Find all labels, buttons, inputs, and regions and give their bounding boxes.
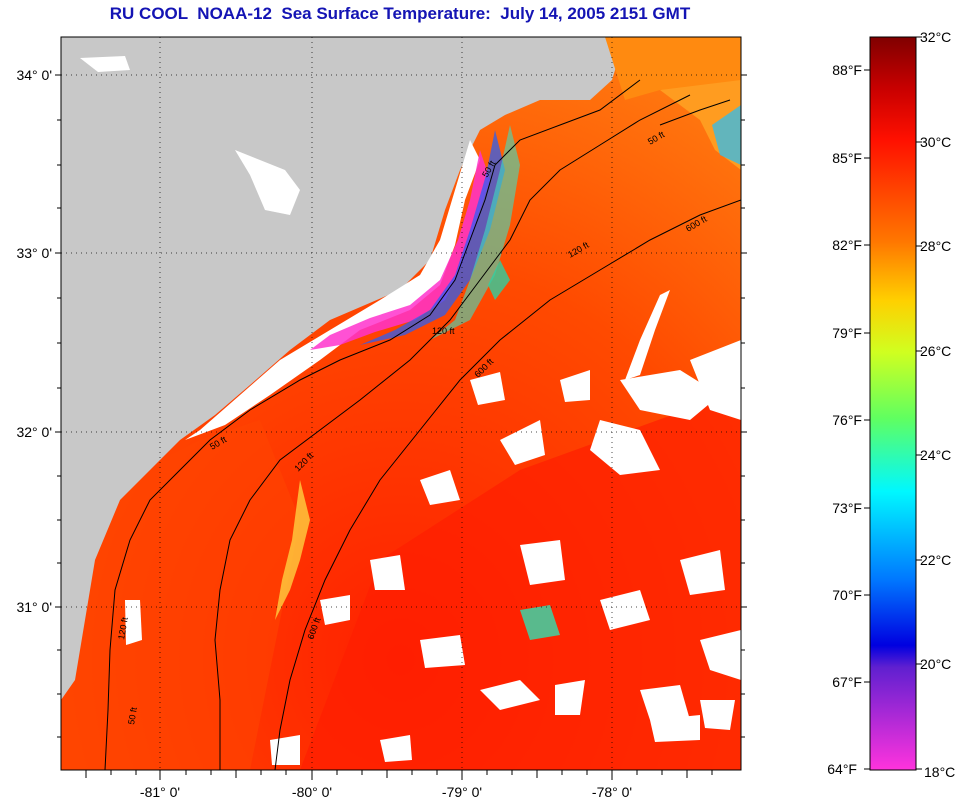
cb-c-label: 20°C	[920, 656, 951, 672]
lon-label: -78° 0'	[592, 784, 632, 800]
cb-c-label: 24°C	[920, 447, 951, 463]
cb-f-label: 79°F	[832, 325, 862, 341]
lon-label: -79° 0'	[442, 784, 482, 800]
warm-core	[300, 390, 741, 770]
cb-f-label: 76°F	[832, 412, 862, 428]
cb-f-label: 88°F	[832, 62, 862, 78]
upwelling-cyan	[430, 125, 520, 340]
lat-label: 32° 0'	[16, 424, 52, 440]
cb-f-label: 85°F	[832, 150, 862, 166]
no-data-patch	[80, 56, 130, 72]
cb-f-label: 73°F	[832, 500, 862, 516]
colorbar-fahrenheit-labels: 88°F 85°F 82°F 79°F 76°F 73°F 70°F 67°F …	[827, 62, 862, 777]
cb-c-label: 26°C	[920, 343, 951, 359]
axis-ticks	[55, 74, 747, 780]
shelf-water	[61, 420, 300, 770]
cb-f-label: 70°F	[832, 587, 862, 603]
isobath-600ft	[274, 199, 741, 770]
no-data-patch	[235, 150, 300, 215]
map-title: RU COOL NOAA-12 Sea Surface Temperature:…	[109, 4, 691, 23]
contour-label: 120 ft	[116, 616, 130, 640]
longitude-labels: -81° 0' -80° 0' -79° 0' -78° 0'	[140, 784, 632, 800]
latitude-labels: 34° 0' 33° 0' 32° 0' 31° 0'	[16, 67, 52, 615]
cloud-patches	[125, 340, 741, 765]
isobaths	[104, 79, 741, 770]
cb-f-label: 64°F	[827, 761, 857, 777]
lat-label: 34° 0'	[16, 67, 52, 83]
cool-eddy	[520, 605, 560, 640]
lon-label: -81° 0'	[140, 784, 180, 800]
contour-label: 120 ft	[432, 326, 455, 336]
cool-eddy	[488, 260, 510, 300]
coastal-cloud	[185, 140, 480, 440]
cb-f-label: 82°F	[832, 237, 862, 253]
upwelling-blue	[360, 130, 505, 345]
lat-label: 33° 0'	[16, 245, 52, 261]
isobath-extra	[659, 99, 731, 126]
cb-c-label: 22°C	[920, 552, 951, 568]
contour-label: 50 ft	[126, 706, 139, 725]
land-mass	[61, 37, 625, 700]
map-plot: 50 ft 120 ft 600 ft 50 ft 120 ft 600 ft …	[61, 37, 741, 770]
cb-c-label: 28°C	[920, 238, 951, 254]
colorbar	[869, 36, 917, 771]
colorbar-celsius-labels: 32°C 30°C 28°C 26°C 24°C 22°C 20°C 18°C	[920, 29, 955, 780]
ne-water	[605, 37, 741, 100]
lon-label: -80° 0'	[292, 784, 332, 800]
cb-f-label: 67°F	[832, 674, 862, 690]
cool-filament	[275, 480, 310, 620]
ne-cold-patch	[712, 105, 741, 165]
isobath-50ft	[104, 79, 641, 770]
lat-label: 31° 0'	[16, 599, 52, 615]
cb-c-label: 32°C	[920, 29, 951, 45]
graticule	[61, 37, 741, 770]
cb-c-label: 18°C	[924, 764, 955, 780]
isobath-120ft	[214, 94, 691, 770]
cb-c-label: 30°C	[920, 134, 951, 150]
map-frame	[60, 36, 742, 771]
colorbar-ticks	[864, 36, 922, 770]
cloud-streak	[625, 290, 670, 380]
